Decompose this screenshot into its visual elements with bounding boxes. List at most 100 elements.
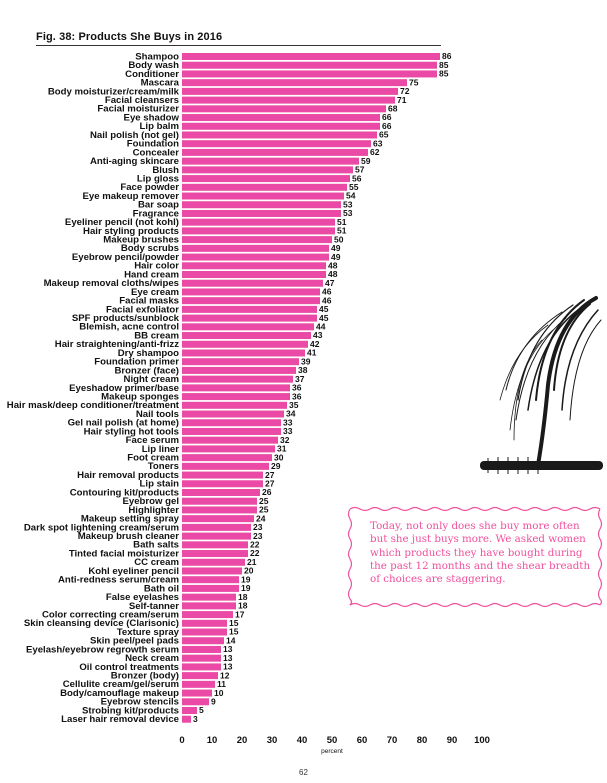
bar	[182, 680, 215, 688]
value-label: 56	[352, 173, 362, 183]
value-label: 86	[442, 51, 452, 61]
bar	[182, 122, 380, 130]
value-label: 18	[238, 592, 248, 602]
bar	[182, 419, 281, 427]
callout-text: Today, not only does she buy more often …	[370, 520, 591, 586]
bar	[182, 454, 272, 462]
bar	[182, 471, 263, 479]
value-label: 33	[283, 417, 293, 427]
category-label: Cellulite cream/gel/serum	[63, 679, 179, 690]
bar	[182, 593, 236, 601]
bar	[182, 314, 317, 322]
value-label: 47	[325, 278, 335, 288]
bar	[182, 358, 299, 366]
bar	[182, 489, 260, 496]
bar	[182, 175, 350, 183]
value-label: 45	[319, 304, 329, 314]
category-label: Dark spot lightening cream/serum	[24, 522, 179, 533]
value-label: 35	[289, 400, 299, 410]
value-label: 65	[379, 130, 389, 140]
bar	[182, 262, 326, 270]
value-label: 43	[313, 330, 323, 340]
bar	[182, 140, 371, 148]
value-label: 29	[271, 461, 281, 471]
category-label: Makeup setting spray	[81, 514, 180, 525]
value-label: 14	[226, 635, 236, 645]
bar	[182, 619, 227, 627]
value-label: 53	[343, 208, 353, 218]
value-label: 85	[439, 69, 449, 79]
bar	[182, 131, 377, 139]
bar	[182, 410, 284, 418]
bar	[182, 523, 251, 531]
category-label: Facial masks	[119, 296, 179, 307]
value-label: 22	[250, 540, 260, 550]
value-label: 27	[265, 478, 275, 488]
category-label: Gel nail polish (at home)	[68, 418, 179, 429]
value-label: 59	[361, 156, 371, 166]
value-label: 50	[334, 234, 344, 244]
x-tick-label: 10	[207, 735, 218, 746]
bar	[182, 349, 305, 357]
bar	[182, 227, 335, 235]
title-rule	[36, 45, 441, 46]
category-label: Dry shampoo	[118, 348, 179, 359]
value-label: 13	[223, 653, 233, 663]
value-label: 20	[244, 566, 254, 576]
value-label: 55	[349, 182, 359, 192]
category-label: Facial exfoliator	[106, 304, 179, 315]
bar	[182, 602, 236, 610]
bar	[182, 462, 269, 470]
bar	[182, 497, 257, 505]
category-label: Lip balm	[140, 121, 179, 132]
value-label: 23	[253, 531, 263, 541]
value-label: 21	[247, 557, 257, 567]
bar	[182, 506, 257, 514]
value-label: 72	[400, 86, 410, 96]
x-tick-label: 100	[474, 735, 490, 746]
category-label: Facial moisturizer	[97, 104, 179, 115]
bar	[182, 305, 317, 313]
bar	[182, 401, 287, 409]
category-label: Hair color	[134, 261, 179, 272]
value-label: 5	[199, 705, 204, 715]
value-label: 54	[346, 191, 356, 201]
callout-border-edge	[349, 506, 601, 512]
bar	[182, 672, 218, 680]
category-label: Neck cream	[125, 653, 179, 664]
category-label: BB cream	[134, 330, 179, 341]
category-label: Nail polish (not gel)	[90, 130, 179, 141]
category-label: Face serum	[126, 435, 179, 446]
value-label: 10	[214, 688, 224, 698]
value-label: 36	[292, 383, 302, 393]
category-label: Face powder	[120, 182, 179, 193]
bar	[182, 715, 191, 723]
category-label: Nail tools	[136, 409, 179, 420]
value-label: 45	[319, 313, 329, 323]
category-label: False eyelashes	[106, 592, 179, 603]
bar	[182, 689, 212, 697]
category-label: Tinted facial moisturizer	[69, 548, 179, 559]
category-label: Laser hair removal device	[61, 714, 179, 725]
category-label: Hand cream	[124, 269, 179, 280]
value-label: 68	[388, 104, 398, 114]
category-label: Shampoo	[135, 51, 179, 62]
bar	[182, 436, 278, 444]
category-label: Hair styling products	[83, 226, 179, 237]
category-label: Eye cream	[131, 287, 179, 298]
category-label: Hair removal products	[77, 470, 179, 481]
bar	[182, 209, 341, 217]
callout-border-edge	[349, 602, 601, 608]
category-label: Color correcting cream/serum	[42, 609, 179, 620]
category-label: Fragrance	[133, 208, 179, 219]
value-label: 32	[280, 435, 290, 445]
value-label: 51	[337, 217, 347, 227]
value-label: 62	[370, 147, 380, 157]
bar	[182, 515, 254, 523]
x-tick-label: 80	[417, 735, 428, 746]
bar	[182, 236, 332, 244]
category-label: Bar soap	[138, 200, 179, 211]
bar	[182, 340, 308, 348]
category-label: Makeup removal cloths/wipes	[44, 278, 179, 289]
category-label: Conditioner	[125, 69, 179, 80]
